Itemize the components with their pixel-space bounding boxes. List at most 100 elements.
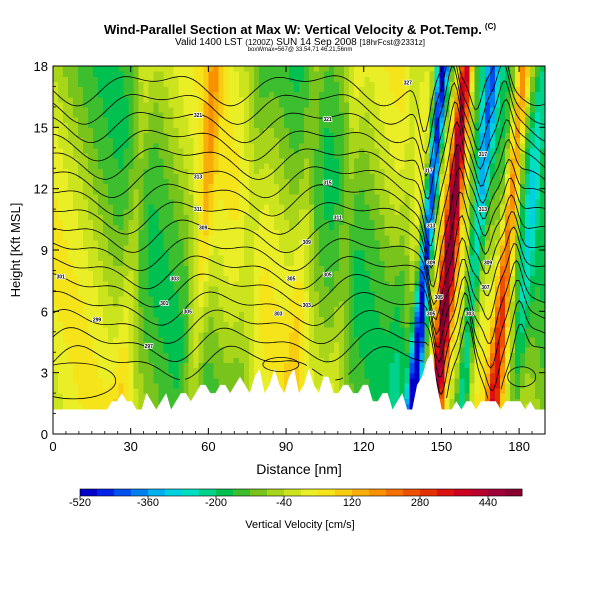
velocity-cell (279, 132, 285, 138)
velocity-cell (344, 138, 350, 144)
velocity-cell (168, 112, 174, 118)
velocity-cell (78, 132, 84, 138)
velocity-cell (249, 260, 255, 266)
velocity-cell (98, 383, 104, 389)
velocity-cell (304, 316, 310, 322)
velocity-cell (103, 240, 109, 246)
velocity-cell (319, 347, 325, 353)
velocity-cell (113, 117, 119, 123)
velocity-cell (63, 337, 69, 343)
velocity-cell (153, 86, 159, 92)
velocity-cell (239, 255, 245, 261)
velocity-cell (78, 240, 84, 246)
velocity-cell (264, 276, 270, 282)
velocity-cell (234, 224, 240, 230)
velocity-cell (324, 209, 330, 215)
velocity-cell (138, 383, 144, 389)
velocity-cell (279, 240, 285, 246)
velocity-cell (389, 357, 395, 363)
velocity-cell (73, 107, 79, 113)
velocity-cell (249, 311, 255, 317)
velocity-cell (168, 230, 174, 236)
velocity-cell (324, 138, 330, 144)
velocity-cell (229, 230, 235, 236)
velocity-cell (58, 76, 64, 82)
velocity-cell (168, 378, 174, 384)
velocity-cell (274, 281, 280, 287)
velocity-cell (63, 368, 69, 374)
velocity-cell (264, 158, 270, 164)
velocity-cell (58, 112, 64, 118)
velocity-cell (108, 332, 114, 338)
velocity-cell (63, 224, 69, 230)
velocity-cell (148, 122, 154, 128)
velocity-cell (98, 347, 104, 353)
velocity-cell (214, 240, 220, 246)
velocity-cell (229, 102, 235, 108)
velocity-cell (349, 368, 355, 374)
velocity-cell (349, 143, 355, 149)
velocity-cell (229, 260, 235, 266)
velocity-cell (194, 327, 200, 333)
velocity-cell (254, 138, 260, 144)
velocity-cell (199, 265, 205, 271)
velocity-cell (229, 270, 235, 276)
velocity-cell (229, 332, 235, 338)
velocity-cell (309, 250, 315, 256)
velocity-cell (103, 199, 109, 205)
velocity-cell (133, 117, 139, 123)
velocity-cell (214, 122, 220, 128)
velocity-cell (234, 107, 240, 113)
velocity-cell (214, 357, 220, 363)
velocity-cell (83, 383, 89, 389)
velocity-cell (334, 383, 340, 389)
velocity-cell (58, 373, 64, 379)
velocity-cell (354, 270, 360, 276)
velocity-cell (324, 102, 330, 108)
velocity-cell (274, 163, 280, 169)
velocity-cell (274, 102, 280, 108)
velocity-cell (68, 127, 74, 133)
velocity-cell (128, 362, 134, 368)
velocity-cell (379, 86, 385, 92)
velocity-cell (379, 276, 385, 282)
velocity-cell (389, 393, 395, 399)
velocity-cell (204, 286, 210, 292)
velocity-cell (254, 327, 260, 333)
velocity-cell (83, 66, 89, 72)
velocity-cell (173, 235, 179, 241)
velocity-cell (359, 301, 365, 307)
velocity-cell (314, 255, 320, 261)
velocity-cell (309, 311, 315, 317)
velocity-cell (349, 199, 355, 205)
velocity-cell (93, 383, 99, 389)
velocity-cell (93, 168, 99, 174)
velocity-cell (133, 168, 139, 174)
velocity-cell (374, 97, 380, 103)
velocity-cell (354, 204, 360, 210)
velocity-cell (118, 362, 124, 368)
velocity-cell (214, 92, 220, 98)
velocity-cell (324, 281, 330, 287)
velocity-cell (194, 148, 200, 154)
velocity-cell (88, 230, 94, 236)
velocity-cell (324, 143, 330, 149)
velocity-cell (189, 378, 195, 384)
velocity-cell (374, 296, 380, 302)
velocity-cell (284, 107, 290, 113)
velocity-cell (279, 178, 285, 184)
velocity-cell (53, 296, 59, 302)
velocity-cell (309, 276, 315, 282)
velocity-cell (163, 194, 169, 200)
velocity-cell (58, 158, 64, 164)
velocity-cell (168, 260, 174, 266)
velocity-cell (314, 178, 320, 184)
velocity-cell (194, 168, 200, 174)
velocity-cell (138, 184, 144, 190)
velocity-cell (123, 327, 129, 333)
velocity-cell (189, 97, 195, 103)
velocity-cell (359, 158, 365, 164)
velocity-cell (73, 153, 79, 159)
velocity-cell (179, 107, 185, 113)
